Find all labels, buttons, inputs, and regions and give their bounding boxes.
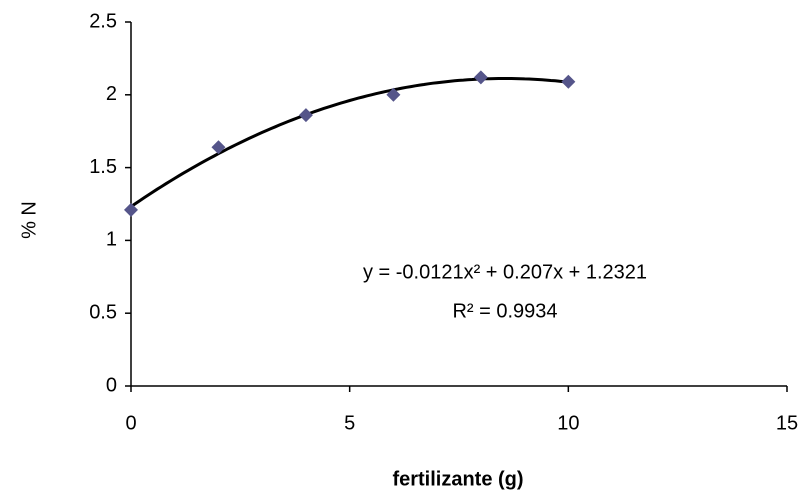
x-tick-label: 0 [125,412,136,434]
x-tick-label: 5 [344,412,355,434]
data-point [473,70,488,85]
y-tick-label: 1 [106,229,117,251]
x-tick-label: 15 [776,412,798,434]
y-tick-label: 2.5 [89,10,117,32]
data-point [386,87,401,102]
y-tick-label: 2 [106,83,117,105]
data-point [298,108,313,123]
r-squared: R² = 0.9934 [452,300,557,322]
x-axis-title: fertilizante (g) [392,468,523,490]
data-point [124,202,138,217]
y-tick-label: 1.5 [89,156,117,178]
trendline [130,77,569,208]
data-point [211,140,226,155]
x-tick-label: 10 [557,412,579,434]
equation: y = -0.0121x² + 0.207x + 1.2321 [363,261,647,283]
y-tick-label: 0 [106,374,117,396]
y-tick-label: 0.5 [89,301,117,323]
y-axis-title: % N [18,201,40,239]
data-point [561,74,576,89]
